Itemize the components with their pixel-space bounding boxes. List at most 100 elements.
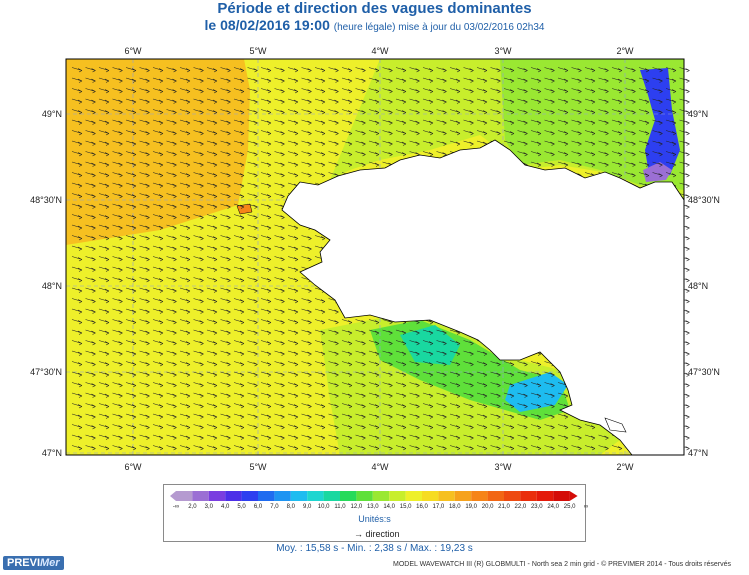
direction-arrow <box>260 172 272 178</box>
direction-arrow <box>287 413 299 419</box>
direction-arrow <box>85 224 96 230</box>
direction-arrow <box>530 371 542 377</box>
legend-tick: 11,0 <box>334 504 346 510</box>
direction-arrow <box>112 340 123 346</box>
direction-arrow <box>476 403 488 409</box>
direction-arrow <box>233 403 245 409</box>
svg-text:49°N: 49°N <box>42 109 62 119</box>
direction-arrow <box>247 445 258 451</box>
direction-arrow <box>152 382 164 388</box>
direction-arrow <box>193 424 204 430</box>
direction-arrow <box>98 319 110 325</box>
direction-arrow <box>260 350 272 356</box>
direction-arrow <box>206 161 218 167</box>
footer-credit: MODEL WAVEWATCH III (R) GLOBMULTI - Nort… <box>393 561 731 568</box>
direction-arrow <box>571 161 582 167</box>
direction-arrow <box>139 287 150 293</box>
direction-arrow <box>584 119 596 125</box>
direction-arrow <box>193 140 204 146</box>
direction-arrow <box>314 413 326 419</box>
direction-arrow <box>436 424 447 430</box>
direction-arrow <box>395 350 407 356</box>
direction-arrow <box>409 109 420 115</box>
direction-arrow <box>206 203 218 209</box>
direction-arrow <box>193 161 204 167</box>
direction-arrow <box>598 67 609 73</box>
direction-arrow <box>449 350 461 356</box>
direction-arrow <box>638 130 650 136</box>
direction-arrow <box>328 109 339 115</box>
direction-arrow <box>247 434 258 440</box>
direction-arrow <box>544 403 555 409</box>
color-bar-segment <box>208 491 226 501</box>
direction-arrow <box>139 119 150 125</box>
direction-arrow <box>314 361 326 367</box>
direction-arrow <box>179 109 191 115</box>
direction-arrow <box>449 98 461 104</box>
direction-arrow <box>179 266 191 272</box>
direction-arrow <box>611 119 623 125</box>
direction-arrow <box>247 172 258 178</box>
direction-arrow <box>530 382 542 388</box>
direction-arrow <box>544 88 555 94</box>
direction-arrow <box>260 319 272 325</box>
direction-arrow <box>368 109 380 115</box>
direction-arrow <box>395 119 407 125</box>
svg-text:47°N: 47°N <box>42 448 62 458</box>
direction-arrow <box>206 109 218 115</box>
direction-arrow <box>260 235 272 241</box>
direction-arrow <box>409 329 420 335</box>
direction-arrow <box>98 256 110 262</box>
direction-arrow <box>71 371 83 377</box>
direction-arrow <box>598 130 609 136</box>
direction-arrow <box>139 67 150 73</box>
direction-arrow <box>530 434 542 440</box>
direction-arrow <box>112 130 123 136</box>
direction-arrow <box>463 119 474 125</box>
direction-arrow <box>193 98 204 104</box>
direction-arrow <box>125 287 137 293</box>
direction-arrow <box>557 445 569 451</box>
direction-arrow <box>139 151 150 157</box>
direction-arrow <box>260 119 272 125</box>
direction-arrow <box>368 329 380 335</box>
direction-arrow <box>247 403 258 409</box>
direction-arrow <box>139 245 150 251</box>
direction-arrow <box>476 88 488 94</box>
direction-arrow <box>139 371 150 377</box>
direction-arrow <box>598 77 609 83</box>
direction-arrow <box>328 329 339 335</box>
direction-arrow <box>220 256 231 262</box>
legend-tick: 19,0 <box>465 504 478 510</box>
direction-arrow <box>139 161 150 167</box>
direction-arrow <box>503 361 515 367</box>
direction-arrow <box>179 182 191 188</box>
direction-arrow <box>152 277 164 283</box>
direction-arrow <box>193 119 204 125</box>
direction-arrow <box>274 434 285 440</box>
direction-arrow <box>220 445 231 451</box>
direction-arrow <box>152 182 164 188</box>
direction-arrow <box>152 392 164 398</box>
direction-arrow <box>355 403 366 409</box>
direction-arrow <box>395 392 407 398</box>
direction-arrow <box>247 130 258 136</box>
direction-arrow <box>301 77 312 83</box>
direction-arrow <box>301 245 312 251</box>
direction-arrow <box>382 361 393 367</box>
direction-arrow <box>503 371 515 377</box>
direction-arrow <box>341 350 353 356</box>
direction-arrow <box>166 371 177 377</box>
direction-arrow <box>341 98 353 104</box>
legend-tick: 23,0 <box>530 504 543 510</box>
legend-tick: 10,0 <box>317 504 330 510</box>
direction-arrow <box>71 277 83 283</box>
direction-arrow <box>598 109 609 115</box>
direction-arrow <box>436 413 447 419</box>
direction-arrow <box>247 319 258 325</box>
legend-tick: 17,0 <box>432 504 445 510</box>
direction-arrow <box>287 298 299 304</box>
direction-arrow <box>71 172 83 178</box>
direction-arrow <box>409 88 420 94</box>
direction-arrow <box>544 109 555 115</box>
